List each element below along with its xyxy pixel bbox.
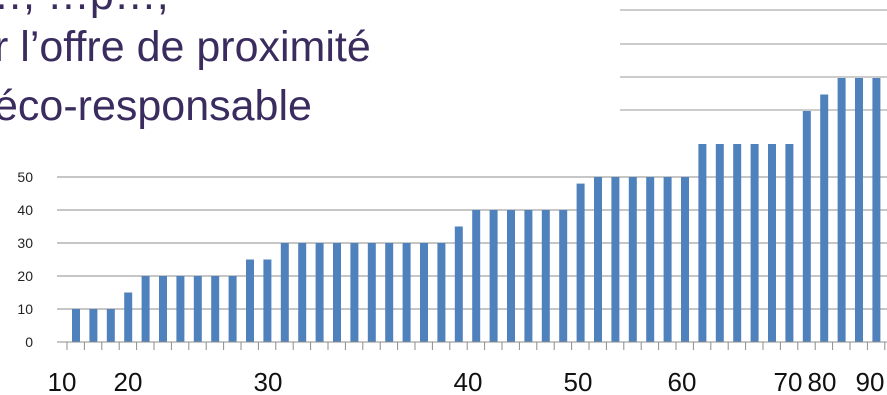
bar	[280, 243, 289, 342]
bar	[628, 177, 637, 342]
bar	[715, 144, 724, 342]
bar	[698, 144, 707, 342]
bar	[646, 177, 655, 342]
y-tick-label: 30	[17, 235, 33, 251]
bar	[663, 177, 672, 342]
title-line-3: éco-responsable	[0, 82, 312, 130]
bar	[350, 243, 359, 342]
bar	[524, 210, 533, 342]
bar	[576, 183, 585, 342]
y-tick-label: 20	[17, 268, 33, 284]
bar	[507, 210, 515, 342]
bar	[768, 144, 776, 342]
bar	[872, 78, 881, 342]
x-tick-label: 90	[856, 367, 885, 395]
bar	[437, 243, 446, 342]
bar	[837, 78, 846, 342]
bar	[89, 309, 98, 342]
bar	[559, 210, 568, 342]
bar	[333, 243, 341, 342]
x-tick-label: 30	[254, 367, 283, 395]
bar	[750, 144, 759, 342]
y-tick-label: 40	[17, 202, 33, 218]
y-axis: 0 10 20 30 40 50	[17, 169, 33, 350]
bar	[367, 243, 376, 342]
bar	[298, 243, 307, 342]
bar	[681, 177, 689, 342]
bar	[472, 210, 481, 342]
bar	[246, 259, 254, 342]
bar	[159, 276, 167, 342]
x-tick-label: 10	[48, 367, 77, 395]
bar	[541, 210, 550, 342]
bars	[72, 78, 881, 342]
y-tick-label: 0	[25, 334, 33, 350]
y-tick-label: 50	[17, 169, 33, 185]
bar	[402, 243, 411, 342]
x-tick-label: 50	[564, 367, 593, 395]
bar	[785, 144, 794, 342]
bar	[72, 309, 80, 342]
bar	[228, 276, 237, 342]
bar	[193, 276, 202, 342]
bar	[315, 243, 324, 342]
x-tick-label: 60	[668, 367, 697, 395]
y-tick-label: 10	[17, 301, 33, 317]
title-line-1: …, …p…,	[0, 0, 169, 17]
title-line-2: r l’offre de proximité	[0, 23, 371, 71]
bar	[420, 243, 428, 342]
bar	[489, 210, 498, 342]
bar	[176, 276, 185, 342]
bar	[802, 111, 811, 342]
bar	[733, 144, 742, 342]
x-tick-label: 80	[808, 367, 837, 395]
bar	[211, 276, 220, 342]
x-tick-label: 20	[114, 367, 143, 395]
bar	[820, 94, 829, 342]
bar	[263, 259, 272, 342]
bar	[454, 226, 463, 342]
bar	[141, 276, 150, 342]
bar	[106, 309, 115, 342]
bar	[124, 292, 133, 342]
bar	[855, 78, 863, 342]
bar	[611, 177, 620, 342]
x-tick-label: 40	[454, 367, 483, 395]
x-axis: 10 20 30 40 50 60 70 80 90	[48, 341, 887, 395]
bar	[385, 243, 394, 342]
x-tick-label: 70	[774, 367, 803, 395]
upper-gridlines	[620, 9, 887, 111]
bar	[594, 177, 602, 342]
